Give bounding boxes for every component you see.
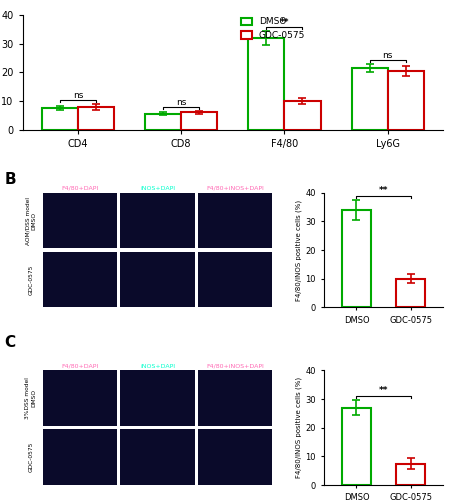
Bar — [284, 101, 320, 130]
Bar — [181, 112, 217, 130]
Title: iNOS+DAPI: iNOS+DAPI — [139, 364, 175, 368]
Bar — [351, 68, 387, 130]
Title: F4/80+iNOS+DAPI: F4/80+iNOS+DAPI — [206, 186, 264, 191]
Bar — [341, 408, 371, 485]
Text: ns: ns — [175, 98, 186, 106]
Bar — [145, 114, 181, 130]
Bar — [387, 71, 423, 130]
Bar — [78, 106, 114, 130]
Text: **: ** — [378, 386, 387, 396]
Legend: DMSO, GDC-0575: DMSO, GDC-0575 — [237, 14, 308, 44]
Y-axis label: F4/80/iNOS positive cells (%): F4/80/iNOS positive cells (%) — [295, 377, 302, 478]
Bar — [248, 38, 284, 130]
Bar — [395, 278, 424, 308]
Text: B: B — [5, 172, 16, 188]
Text: C: C — [5, 335, 16, 350]
Title: F4/80+DAPI: F4/80+DAPI — [61, 186, 98, 191]
Bar — [395, 464, 424, 485]
Text: AOM/DSS model
DMSO: AOM/DSS model DMSO — [25, 196, 36, 244]
Text: **: ** — [378, 186, 387, 194]
Text: GDC-0575: GDC-0575 — [28, 264, 33, 294]
Text: ns: ns — [73, 91, 83, 100]
Bar — [41, 108, 78, 130]
Text: **: ** — [279, 18, 289, 26]
Text: 3%DSS model
DMSO: 3%DSS model DMSO — [25, 378, 36, 419]
Title: iNOS+DAPI: iNOS+DAPI — [139, 186, 175, 191]
Text: ns: ns — [382, 50, 392, 59]
Bar — [341, 210, 371, 308]
Text: GDC-0575: GDC-0575 — [28, 442, 33, 472]
Title: F4/80+iNOS+DAPI: F4/80+iNOS+DAPI — [206, 364, 264, 368]
Y-axis label: F4/80/iNOS positive cells (%): F4/80/iNOS positive cells (%) — [295, 200, 302, 300]
Title: F4/80+DAPI: F4/80+DAPI — [61, 364, 98, 368]
